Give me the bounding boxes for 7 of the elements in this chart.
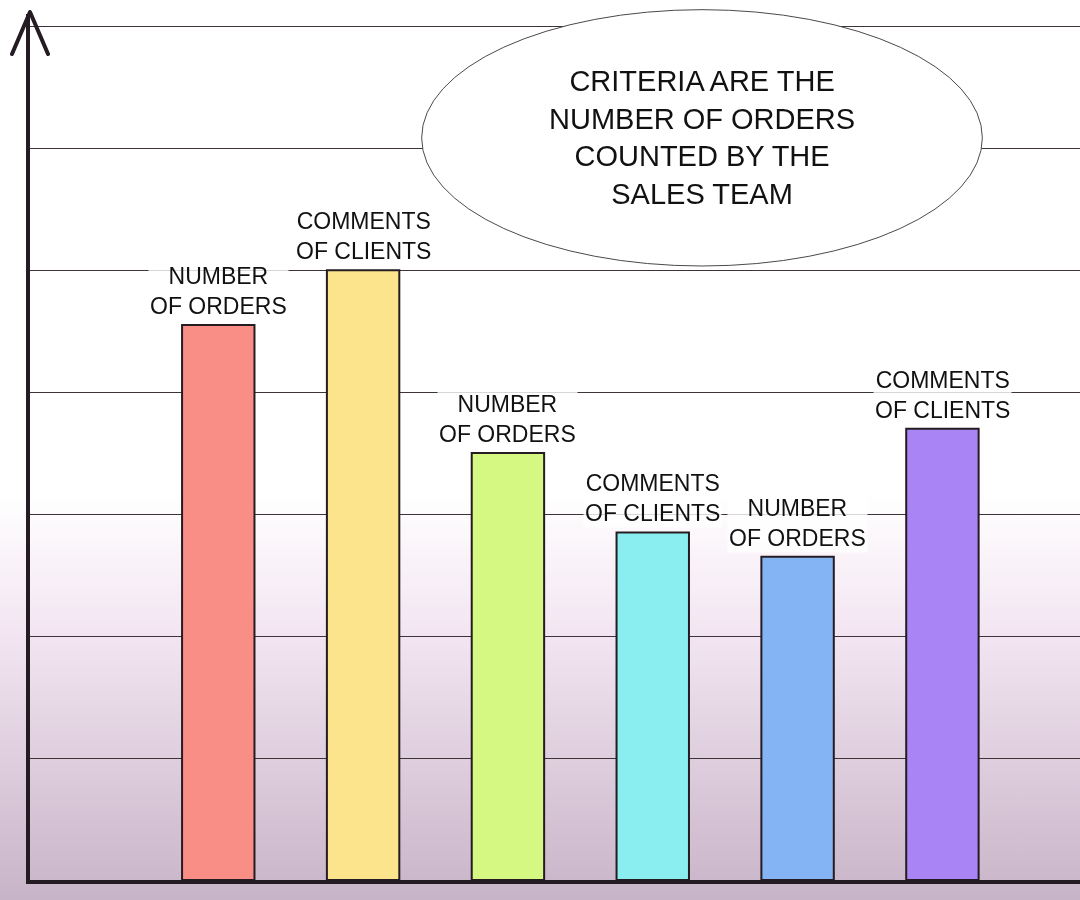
x-tick-label: NUMBER OF ORDERS [439,391,576,447]
x-tick-label: COMMENTS OF CLIENTS [585,470,721,526]
x-tick-label: COMMENTS OF CLIENTS [875,367,1011,423]
text: CRITERIA ARE THE NUMBER OF ORDERS COUNTED BY THE SALES TEAM [549,65,856,211]
x-tick-label: NUMBER OF ORDERS [150,263,287,319]
x-tick-label: COMMENTS OF CLIENTS [296,208,432,264]
x-tick-label: NUMBER OF ORDERS [729,495,866,551]
